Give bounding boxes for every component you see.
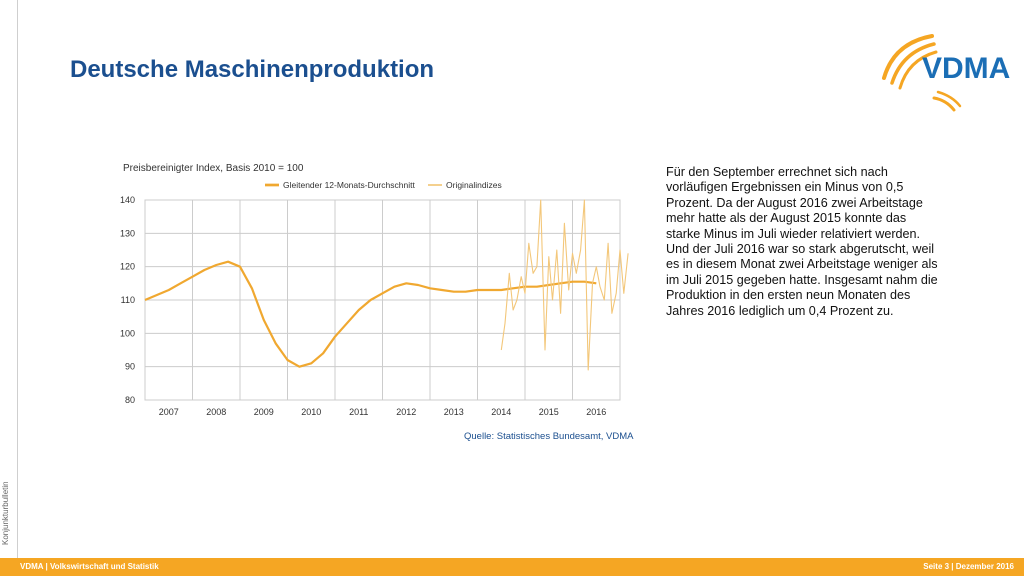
x-tick-label: 2014	[491, 407, 511, 417]
left-divider	[17, 0, 18, 558]
x-tick-label: 2012	[396, 407, 416, 417]
y-tick-label: 100	[120, 328, 135, 338]
logo-arcs	[882, 34, 962, 112]
series-line-original-indices	[500, 199, 629, 371]
vdma-logo	[882, 34, 962, 112]
x-tick-label: 2016	[586, 407, 606, 417]
logo-arc-5	[936, 90, 962, 108]
x-tick-label: 2015	[539, 407, 559, 417]
footer-left-text: VDMA | Volkswirtschaft und Statistik	[20, 562, 159, 571]
side-label: Konjunkturbulletin	[1, 481, 10, 545]
chart-source: Quelle: Statistisches Bundesamt, VDMA	[464, 431, 634, 442]
x-tick-label: 2011	[349, 407, 368, 417]
x-tick-label: 2010	[301, 407, 321, 417]
y-tick-label: 90	[125, 362, 135, 372]
y-tick-label: 80	[125, 395, 135, 405]
chart-title: Preisbereinigter Index, Basis 2010 = 100	[123, 163, 304, 174]
y-tick-label: 130	[120, 228, 135, 238]
x-tick-label: 2007	[159, 407, 179, 417]
series-line-moving-average	[144, 260, 597, 368]
logo-arc-2	[890, 42, 936, 85]
logo-text: VDMA	[922, 52, 1011, 85]
logo-arc-3	[898, 50, 938, 90]
y-tick-label: 120	[120, 262, 135, 272]
footer-bar: VDMA | Volkswirtschaft und Statistik Sei…	[0, 558, 1024, 576]
footer-page-info: Seite 3 | Dezember 2016	[923, 562, 1014, 571]
y-tick-label: 110	[121, 295, 135, 305]
logo-arc-1	[882, 34, 934, 80]
line-chart: 80 90 100 110 120 130 140 2007 2008 2009 2010 2011 2…	[120, 180, 629, 417]
legend-label: Gleitender 12-Monats-Durchschnitt	[283, 180, 415, 190]
x-tick-label: 2013	[444, 407, 464, 417]
y-tick-label: 140	[120, 195, 135, 205]
logo-arc-4	[932, 96, 956, 112]
legend-label: Originalindizes	[446, 180, 502, 190]
commentary-text: Für den September errechnet sich nach vo…	[666, 165, 938, 318]
page-title: Deutsche Maschinenproduktion	[70, 56, 435, 83]
x-tick-label: 2008	[206, 407, 226, 417]
x-tick-label: 2009	[254, 407, 274, 417]
